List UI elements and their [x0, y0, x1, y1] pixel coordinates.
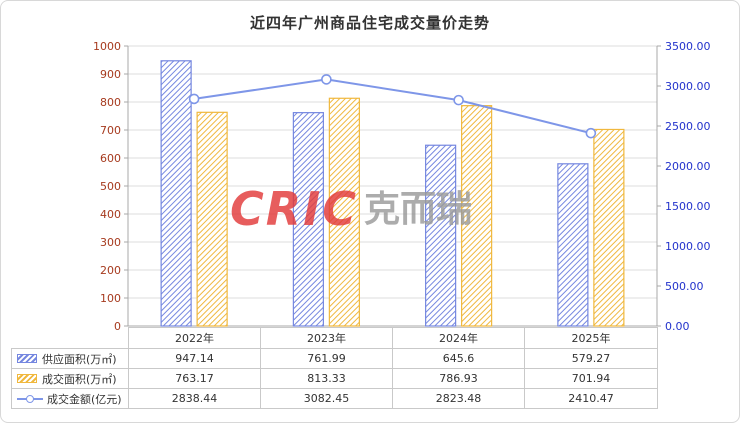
legend-cell-supply: 供应面积(万㎡) — [11, 348, 129, 369]
svg-text:1500.00: 1500.00 — [665, 200, 711, 213]
svg-text:700: 700 — [100, 124, 121, 137]
svg-text:500: 500 — [100, 180, 121, 193]
value-cell: 2410.47 — [524, 388, 658, 409]
legend-label-amount: 成交金额(亿元) — [47, 392, 122, 406]
line-marker — [188, 93, 200, 105]
value-cell: 579.27 — [524, 348, 658, 369]
bar — [160, 60, 192, 327]
value-cell: 947.14 — [128, 348, 261, 369]
svg-text:2500.00: 2500.00 — [665, 120, 711, 133]
svg-text:200: 200 — [100, 264, 121, 277]
svg-text:100: 100 — [100, 292, 121, 305]
line-marker — [453, 94, 464, 106]
value-cell: 761.99 — [260, 348, 393, 369]
value-cell: 2823.48 — [392, 388, 525, 409]
svg-text:3500.00: 3500.00 — [665, 40, 711, 53]
legend-cell-amount: 成交金额(亿元) — [11, 388, 129, 409]
value-cell: 701.94 — [524, 368, 658, 389]
left-axis-tick-labels: 0 100 200 300 400 500 600 700 800 900 1000 — [93, 40, 121, 333]
svg-text:1000: 1000 — [93, 40, 121, 53]
bar — [461, 105, 493, 327]
svg-text:300: 300 — [100, 236, 121, 249]
category-cell: 2022年 — [128, 327, 261, 349]
bar — [557, 163, 589, 327]
svg-text:800: 800 — [100, 96, 121, 109]
category-cell: 2024年 — [392, 327, 525, 349]
deal-hatch-swatch-icon — [17, 374, 37, 383]
supply-hatch-swatch-icon — [17, 354, 37, 363]
right-axis-tick-labels: 0.00 500.00 1000.00 1500.00 2000.00 2500.00 30… — [665, 40, 711, 333]
svg-text:2000.00: 2000.00 — [665, 160, 711, 173]
value-cell: 813.33 — [260, 368, 393, 389]
category-row: 2022年 2023年 2024年 2025年 — [12, 327, 658, 349]
value-cell: 763.17 — [128, 368, 261, 389]
value-cell: 2838.44 — [128, 388, 261, 409]
svg-text:3000.00: 3000.00 — [665, 80, 711, 93]
line-marker-swatch-icon — [17, 394, 43, 404]
svg-text:600: 600 — [100, 152, 121, 165]
line-series — [188, 74, 597, 139]
bar-series-1 — [196, 97, 625, 327]
svg-text:0: 0 — [114, 320, 121, 333]
svg-text:500.00: 500.00 — [665, 280, 704, 293]
value-cell: 645.6 — [392, 348, 525, 369]
legend-cell-deal: 成交面积(万㎡) — [11, 368, 129, 389]
data-table: 2022年 2023年 2024年 2025年 供应面积(万㎡) 947.14 … — [11, 327, 658, 409]
bar — [196, 111, 228, 327]
bar-series-0 — [160, 60, 589, 327]
svg-text:1000.00: 1000.00 — [665, 240, 711, 253]
value-cell: 3082.45 — [260, 388, 393, 409]
table-corner-blank — [12, 328, 129, 349]
category-cell: 2023年 — [260, 327, 393, 349]
value-cell: 786.93 — [392, 368, 525, 389]
bar — [292, 112, 324, 327]
table-row-supply: 供应面积(万㎡) 947.14 761.99 645.6 579.27 — [11, 348, 658, 369]
svg-text:0.00: 0.00 — [665, 320, 690, 333]
legend-label-deal: 成交面积(万㎡) — [42, 372, 117, 386]
svg-text:900: 900 — [100, 68, 121, 81]
bar — [593, 128, 625, 327]
svg-text:400: 400 — [100, 208, 121, 221]
legend-label-supply: 供应面积(万㎡) — [42, 352, 117, 366]
bar — [425, 144, 457, 327]
category-cell: 2025年 — [524, 327, 658, 349]
line-marker — [585, 127, 597, 139]
table-row-amount: 成交金额(亿元) 2838.44 3082.45 2823.48 2410.47 — [11, 388, 658, 409]
table-row-deal: 成交面积(万㎡) 763.17 813.33 786.93 701.94 — [11, 368, 658, 389]
bar — [328, 97, 360, 327]
line-marker — [321, 74, 332, 85]
chart-title: 近四年广州商品住宅成交量价走势 — [249, 14, 490, 32]
